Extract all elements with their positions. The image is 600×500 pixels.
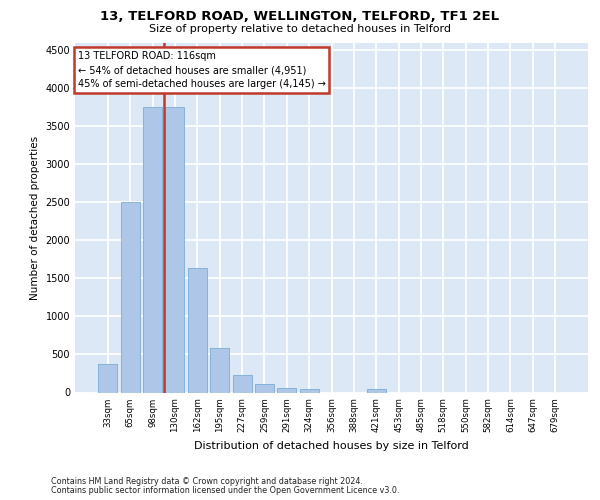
- Bar: [143, 107, 162, 393]
- Bar: [210, 348, 229, 393]
- Bar: [255, 384, 274, 392]
- Bar: [188, 268, 207, 392]
- Text: Contains public sector information licensed under the Open Government Licence v3: Contains public sector information licen…: [51, 486, 400, 495]
- Y-axis label: Number of detached properties: Number of detached properties: [30, 136, 40, 300]
- Bar: [98, 364, 118, 392]
- Bar: [121, 202, 140, 392]
- Bar: [367, 388, 386, 392]
- Bar: [166, 107, 184, 393]
- Bar: [233, 375, 251, 392]
- Bar: [277, 388, 296, 392]
- Bar: [299, 389, 319, 392]
- Text: Size of property relative to detached houses in Telford: Size of property relative to detached ho…: [149, 24, 451, 34]
- Text: Contains HM Land Registry data © Crown copyright and database right 2024.: Contains HM Land Registry data © Crown c…: [51, 477, 363, 486]
- Text: 13, TELFORD ROAD, WELLINGTON, TELFORD, TF1 2EL: 13, TELFORD ROAD, WELLINGTON, TELFORD, T…: [100, 10, 500, 23]
- X-axis label: Distribution of detached houses by size in Telford: Distribution of detached houses by size …: [194, 440, 469, 450]
- Text: 13 TELFORD ROAD: 116sqm
← 54% of detached houses are smaller (4,951)
45% of semi: 13 TELFORD ROAD: 116sqm ← 54% of detache…: [77, 52, 325, 90]
